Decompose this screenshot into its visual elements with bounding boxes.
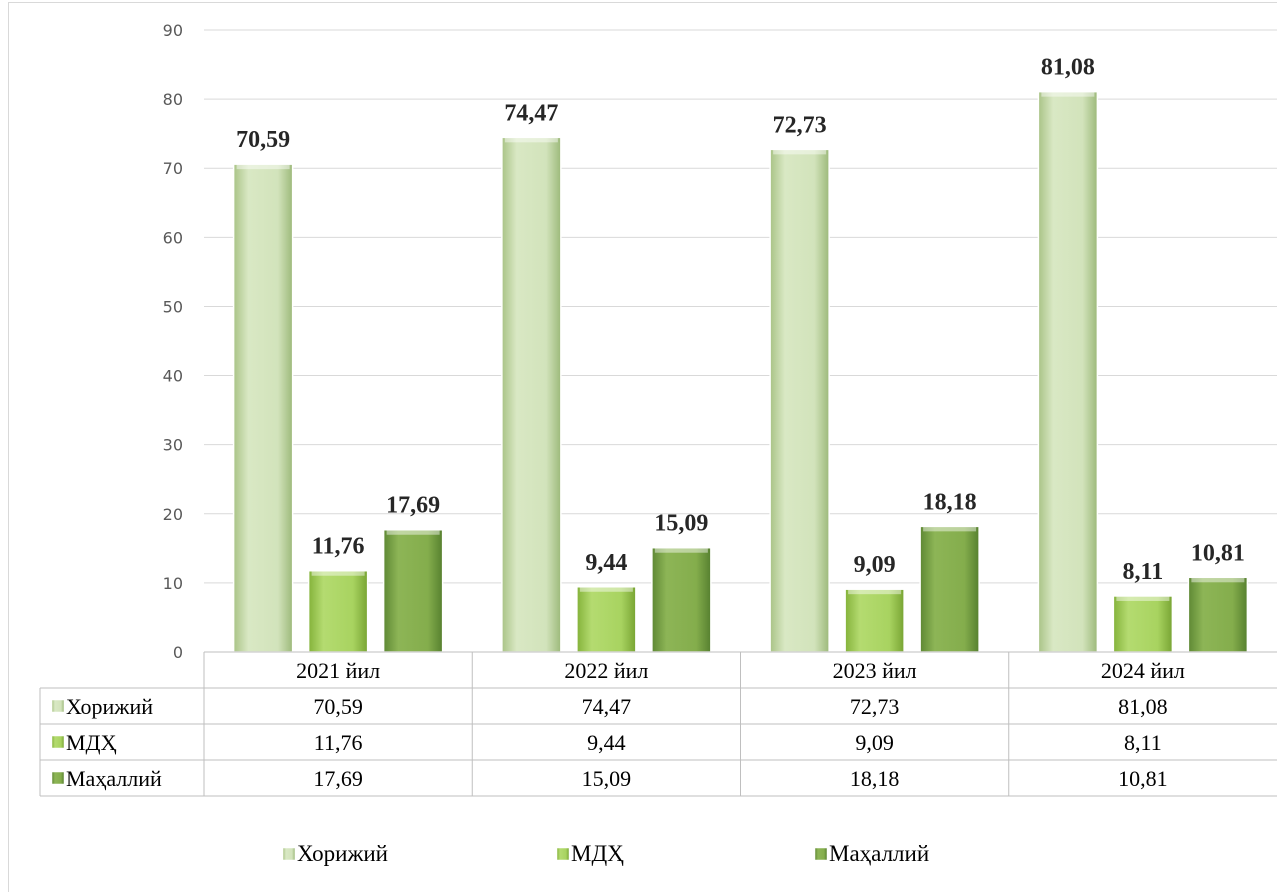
y-tick-label: 40: [163, 367, 183, 386]
gridlines: [204, 29, 1277, 653]
table-cell: 8,11: [1124, 730, 1162, 755]
data-label: 10,81: [1191, 540, 1245, 566]
bar-highlight: [848, 589, 902, 595]
table-cell: 11,76: [314, 730, 363, 755]
table-cell: 10,81: [1118, 766, 1168, 791]
table-legend-key: [51, 699, 65, 713]
chart-frame: [8, 2, 1277, 892]
bar-highlight: [504, 137, 558, 143]
y-axis: 0 10 20 30 40 50 60 70 80 90: [163, 21, 183, 662]
table-cell: 17,69: [313, 766, 363, 791]
table-legend-key: [51, 735, 65, 749]
legend-label: МДҲ: [571, 841, 624, 866]
data-labels: 70,59 11,76 17,69 74,47 9,44 15,09 72,73 9,09 18…: [236, 55, 1245, 585]
bar: [307, 569, 369, 653]
bar: [576, 586, 637, 653]
table-series-name: Хорижий: [66, 694, 153, 719]
table-cell: 70,59: [313, 694, 363, 719]
bar: [1187, 576, 1249, 653]
bar: [1037, 90, 1099, 653]
table-cell: 9,44: [587, 730, 626, 755]
y-tick-label: 90: [163, 21, 183, 40]
bar: [651, 546, 712, 653]
bar: [769, 148, 830, 653]
y-tick-label: 30: [163, 436, 183, 455]
table-series-name: Маҳаллий: [66, 766, 162, 791]
bar: [844, 588, 905, 653]
table-cell: 74,47: [582, 694, 632, 719]
data-label: 9,09: [854, 552, 896, 578]
legend-label: Маҳаллий: [829, 841, 929, 866]
legend-label: Хорижий: [297, 841, 388, 866]
y-tick-label: 60: [163, 228, 183, 247]
category-label: 2023 йил: [833, 658, 917, 683]
bar-highlight: [923, 526, 977, 532]
y-tick-label: 80: [163, 90, 183, 109]
table-series-name: МДҲ: [66, 730, 117, 755]
bar: [501, 136, 562, 653]
bar-highlight: [773, 149, 827, 155]
bar: [382, 528, 444, 653]
legend: Хорижий МДҲ Маҳаллий: [282, 841, 929, 866]
data-label: 70,59: [236, 127, 290, 153]
category-label: 2024 йил: [1101, 658, 1185, 683]
data-label: 72,73: [773, 112, 827, 138]
y-tick-label: 50: [163, 297, 183, 316]
table-cell: 81,08: [1118, 694, 1168, 719]
category-label: 2021 йил: [296, 658, 380, 683]
bar: [232, 163, 294, 653]
bar-highlight: [386, 529, 440, 535]
bar-highlight: [1191, 577, 1245, 583]
category-label: 2022 йил: [564, 658, 648, 683]
y-tick-label: 70: [163, 159, 183, 178]
bar-highlight: [1116, 595, 1170, 601]
data-label: 18,18: [923, 489, 977, 515]
legend-key: [282, 847, 296, 861]
y-tick-label: 0: [173, 643, 183, 662]
table-cell: 9,09: [855, 730, 894, 755]
table-cell: 72,73: [850, 694, 900, 719]
y-tick-label: 20: [163, 505, 183, 524]
data-label: 11,76: [312, 534, 365, 560]
y-tick-label: 10: [163, 574, 183, 593]
data-label: 74,47: [504, 100, 558, 126]
bars: [232, 90, 1249, 653]
bar: [919, 525, 980, 653]
table-legend-key: [51, 771, 65, 785]
data-table: 2021 йил 2022 йил 2023 йил 2024 йил Хорижий 7…: [39, 651, 1277, 797]
bar-highlight: [311, 570, 365, 576]
bar: [1112, 595, 1174, 653]
data-label: 17,69: [386, 493, 440, 519]
bar-highlight: [579, 586, 633, 592]
legend-key: [556, 847, 570, 861]
bar-highlight: [236, 164, 290, 170]
data-label: 15,09: [654, 511, 708, 537]
bar-highlight: [654, 547, 708, 553]
data-label: 8,11: [1123, 559, 1164, 585]
data-label: 81,08: [1041, 55, 1095, 81]
table-cell: 15,09: [582, 766, 632, 791]
legend-key: [814, 847, 828, 861]
table-cell: 18,18: [850, 766, 900, 791]
bar-highlight: [1041, 91, 1095, 97]
data-label: 9,44: [585, 550, 627, 576]
